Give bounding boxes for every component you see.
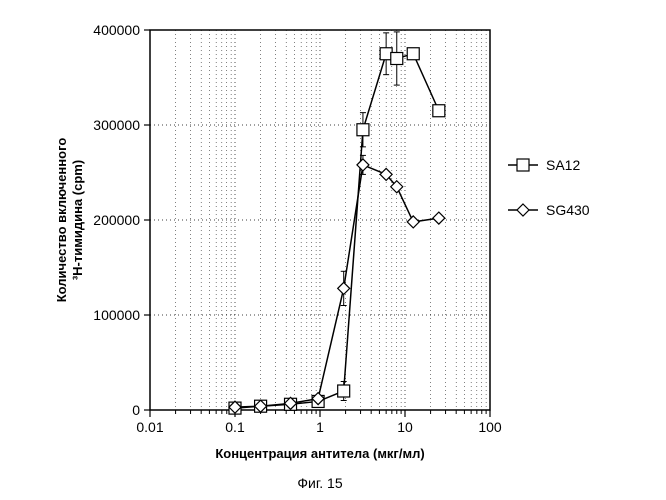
x-tick-label: 10 [397,419,413,435]
legend-label-SG430: SG430 [546,202,590,218]
y-tick-label: 0 [132,402,140,418]
y-axis-label: Количество включенного³Н-тимидина (cpm) [54,138,85,303]
marker-square [407,48,419,60]
marker-square [357,124,369,136]
y-tick-label: 300000 [93,117,140,133]
x-tick-label: 100 [478,419,502,435]
marker-diamond [357,159,369,171]
marker-diamond [407,216,419,228]
marker-square [338,385,350,397]
chart-container: 0 100000 200000 300000 400000 0.01 0.1 1 10 100 SA… [0,0,666,500]
y-tick-label: 200000 [93,212,140,228]
x-tick-label: 0.1 [225,419,245,435]
x-tick-label: 1 [316,419,324,435]
chart-svg: 0 100000 200000 300000 400000 0.01 0.1 1 10 100 SA… [0,0,666,500]
marker-square [517,159,529,171]
series-line-SG430 [235,165,439,407]
marker-diamond [433,212,445,224]
figure-caption: Фиг. 15 [297,475,342,491]
x-axis-label: Концентрация антитела (мкг/мл) [215,446,424,461]
x-tick-label: 0.01 [136,419,163,435]
marker-diamond [517,204,529,216]
marker-square [433,105,445,117]
series-line-SA12 [235,54,439,408]
marker-diamond [338,282,350,294]
marker-square [391,53,403,65]
y-tick-label: 100000 [93,307,140,323]
y-tick-label: 400000 [93,22,140,38]
legend-label-SA12: SA12 [546,157,580,173]
